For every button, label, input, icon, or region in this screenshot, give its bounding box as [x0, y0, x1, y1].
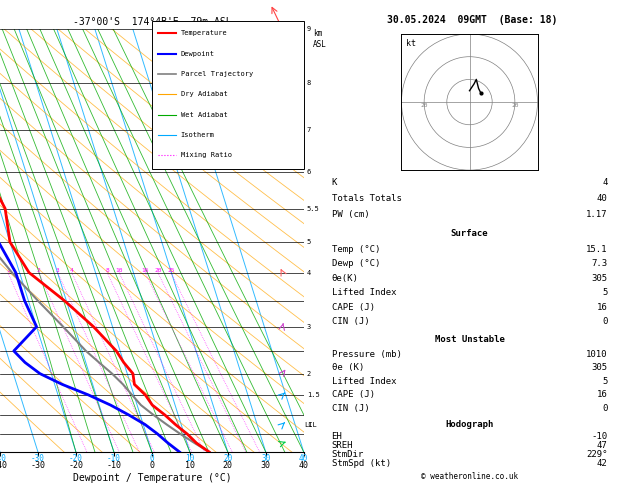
- Text: 40: 40: [597, 194, 608, 203]
- Text: Wet Adiabat: Wet Adiabat: [181, 112, 228, 118]
- Text: -10: -10: [107, 454, 121, 463]
- Text: CIN (J): CIN (J): [331, 317, 369, 326]
- Text: Hodograph: Hodograph: [445, 420, 494, 430]
- Text: 15.1: 15.1: [586, 245, 608, 254]
- Text: -30: -30: [31, 454, 45, 463]
- Text: 5: 5: [602, 377, 608, 386]
- Text: 3: 3: [307, 324, 311, 330]
- Text: 2: 2: [307, 371, 311, 377]
- Text: 4: 4: [307, 270, 311, 276]
- Text: K: K: [331, 178, 337, 187]
- Text: LCL: LCL: [304, 421, 317, 428]
- Text: 5: 5: [307, 239, 311, 245]
- Text: 1010: 1010: [586, 350, 608, 359]
- Text: 0: 0: [150, 454, 154, 463]
- Text: 3: 3: [56, 268, 60, 273]
- Text: CAPE (J): CAPE (J): [331, 303, 375, 312]
- Text: 20: 20: [511, 103, 518, 107]
- Text: Temperature: Temperature: [181, 31, 228, 36]
- Text: 9: 9: [307, 26, 311, 32]
- Text: SREH: SREH: [331, 441, 353, 450]
- Text: Wet Adiabat: Wet Adiabat: [181, 112, 228, 118]
- Text: 42: 42: [597, 459, 608, 469]
- Text: kt: kt: [406, 38, 416, 48]
- Text: 30.05.2024  09GMT  (Base: 18): 30.05.2024 09GMT (Base: 18): [387, 15, 558, 25]
- Text: CAPE (J): CAPE (J): [331, 390, 375, 399]
- Text: Isotherm: Isotherm: [181, 132, 214, 138]
- Text: 1.17: 1.17: [586, 210, 608, 219]
- Text: 0: 0: [602, 317, 608, 326]
- Text: 305: 305: [591, 274, 608, 283]
- Text: -10: -10: [591, 432, 608, 441]
- Text: Parcel Trajectory: Parcel Trajectory: [181, 71, 253, 77]
- Text: Temperature: Temperature: [181, 31, 228, 36]
- Text: PW (cm): PW (cm): [331, 210, 369, 219]
- Text: Mixing Ratio: Mixing Ratio: [181, 152, 231, 158]
- Text: 16: 16: [597, 390, 608, 399]
- Text: km
ASL: km ASL: [313, 29, 326, 49]
- Text: 1.5: 1.5: [307, 392, 320, 398]
- Text: 0: 0: [602, 404, 608, 413]
- FancyBboxPatch shape: [152, 21, 304, 169]
- Text: 16: 16: [142, 268, 149, 273]
- Text: Isotherm: Isotherm: [181, 132, 214, 138]
- Text: 20: 20: [420, 103, 428, 107]
- Text: CIN (J): CIN (J): [331, 404, 369, 413]
- Text: StmSpd (kt): StmSpd (kt): [331, 459, 391, 469]
- Text: 25: 25: [167, 268, 175, 273]
- Text: -40: -40: [0, 454, 7, 463]
- Text: Temp (°C): Temp (°C): [331, 245, 380, 254]
- Text: 10: 10: [115, 268, 123, 273]
- Text: 30: 30: [261, 454, 270, 463]
- Title: -37°00'S  174°4B'E  79m ASL: -37°00'S 174°4B'E 79m ASL: [72, 17, 231, 27]
- Text: Lifted Index: Lifted Index: [331, 377, 396, 386]
- Text: Totals Totals: Totals Totals: [331, 194, 401, 203]
- Text: Dewpoint: Dewpoint: [181, 51, 214, 57]
- Text: Lifted Index: Lifted Index: [331, 288, 396, 297]
- Text: 5.5: 5.5: [307, 206, 320, 211]
- Text: Dewp (°C): Dewp (°C): [331, 260, 380, 268]
- Text: 6: 6: [307, 169, 311, 174]
- Text: Dry Adiabat: Dry Adiabat: [181, 91, 228, 97]
- Text: StmDir: StmDir: [331, 450, 364, 459]
- Text: 7: 7: [307, 127, 311, 133]
- Text: -20: -20: [69, 454, 83, 463]
- Text: 8: 8: [307, 80, 311, 87]
- Text: 2: 2: [37, 268, 41, 273]
- Text: Mixing Ratio: Mixing Ratio: [181, 152, 231, 158]
- Text: Dry Adiabat: Dry Adiabat: [181, 91, 228, 97]
- Text: 10: 10: [185, 454, 194, 463]
- Text: 4: 4: [602, 178, 608, 187]
- Text: 7.3: 7.3: [591, 260, 608, 268]
- Text: © weatheronline.co.uk: © weatheronline.co.uk: [421, 472, 518, 481]
- Text: EH: EH: [331, 432, 342, 441]
- Text: 229°: 229°: [586, 450, 608, 459]
- Text: 1: 1: [6, 268, 10, 273]
- Text: 40: 40: [299, 454, 308, 463]
- Text: 47: 47: [597, 441, 608, 450]
- Text: θe (K): θe (K): [331, 364, 364, 372]
- Text: Surface: Surface: [451, 229, 488, 238]
- X-axis label: Dewpoint / Temperature (°C): Dewpoint / Temperature (°C): [72, 473, 231, 483]
- Text: 5: 5: [602, 288, 608, 297]
- Text: Pressure (mb): Pressure (mb): [331, 350, 401, 359]
- Text: 8: 8: [105, 268, 109, 273]
- Text: Dewpoint: Dewpoint: [181, 51, 214, 57]
- Text: 16: 16: [597, 303, 608, 312]
- Text: 20: 20: [154, 268, 162, 273]
- Text: 4: 4: [70, 268, 74, 273]
- Text: 1: 1: [307, 421, 311, 428]
- Text: 305: 305: [591, 364, 608, 372]
- Text: Parcel Trajectory: Parcel Trajectory: [181, 71, 253, 77]
- Text: θe(K): θe(K): [331, 274, 359, 283]
- Text: Most Unstable: Most Unstable: [435, 335, 504, 344]
- Text: 20: 20: [223, 454, 232, 463]
